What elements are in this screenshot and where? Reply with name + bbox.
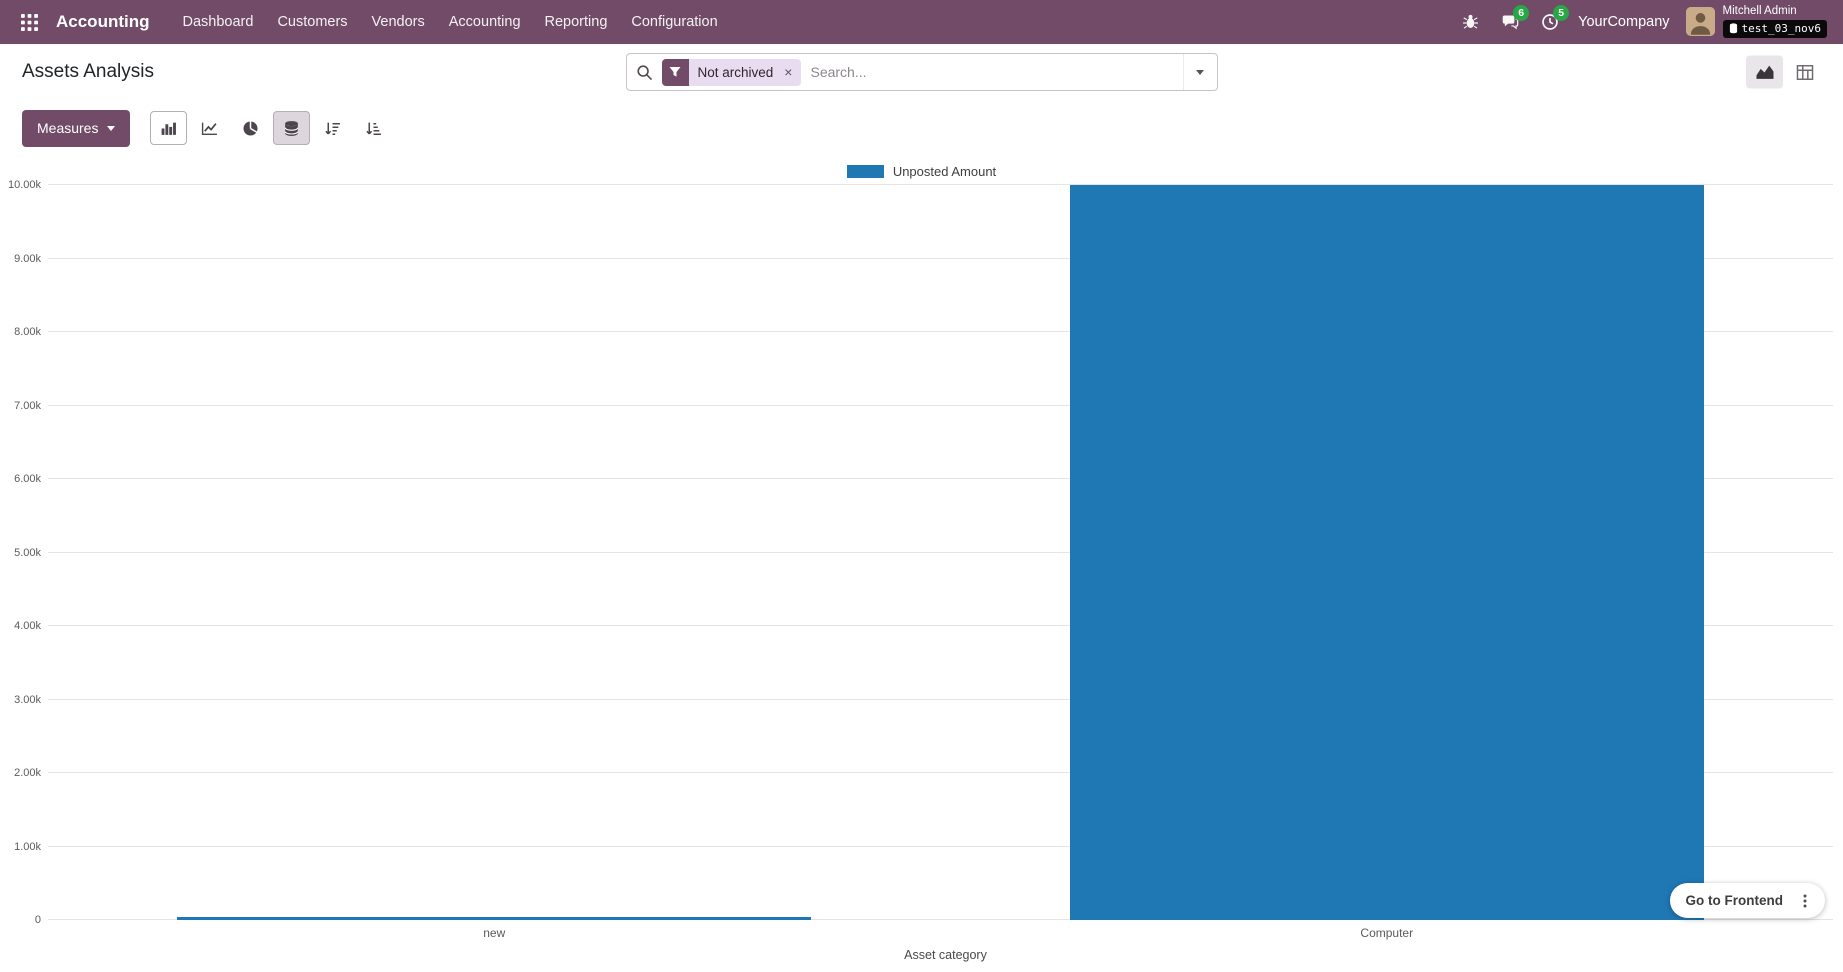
gridline <box>48 845 1833 847</box>
graph-toolbar: Measures <box>0 100 1843 156</box>
y-tick-label: 0 <box>34 914 41 926</box>
y-tick-label: 9.00k <box>14 252 41 265</box>
debug-button[interactable] <box>1458 10 1482 34</box>
search-dropdown-toggle[interactable] <box>1182 54 1217 90</box>
x-tick-label: new <box>483 926 506 940</box>
app-name: Accounting <box>56 12 150 31</box>
kebab-menu-icon <box>1797 893 1813 909</box>
pie-chart-icon <box>242 120 259 137</box>
y-tick-label: 10.00k <box>7 179 41 191</box>
sort-descending-button[interactable] <box>314 111 351 145</box>
y-tick-label: 5.00k <box>14 546 41 559</box>
gridline <box>48 919 1833 920</box>
gridline <box>48 331 1833 332</box>
control-panel: Assets Analysis Not archived × <box>0 44 1843 100</box>
stacked-toggle-button[interactable] <box>273 111 311 145</box>
menu-item-customers[interactable]: Customers <box>277 14 348 30</box>
y-tick-label: 4.00k <box>14 620 41 632</box>
line-chart-icon <box>201 120 218 137</box>
menu-item-reporting[interactable]: Reporting <box>544 14 608 30</box>
plot-row: 0 1.00k 2.00k 3.00k 4.00k 5.00k 6.00k 7.00k 8.00… <box>0 179 1843 926</box>
gridline <box>48 551 1833 553</box>
gridline <box>48 772 1833 773</box>
graph-view-button[interactable] <box>1746 55 1783 89</box>
sort-ascending-button[interactable] <box>355 111 392 145</box>
y-tick-label: 6.00k <box>14 473 41 485</box>
assets-analysis-chart: Unposted Amount 0 1.00k 2.00k 3.00k 4.00k 5.0… <box>0 156 1843 972</box>
category-slot <box>48 185 941 920</box>
menu-item-configuration[interactable]: Configuration <box>631 14 718 30</box>
sort-ascending-icon <box>365 120 382 137</box>
bar-computer[interactable] <box>1069 185 1704 920</box>
messages-badge: 6 <box>1513 4 1530 21</box>
user-name: Mitchell Admin <box>1722 5 1797 18</box>
pie-chart-button[interactable] <box>232 111 269 145</box>
y-tick-label: 3.00k <box>14 693 41 706</box>
apps-grid-icon <box>20 13 38 31</box>
y-tick-label: 2.00k <box>14 767 41 779</box>
pivot-table-icon <box>1796 63 1814 81</box>
clock-icon <box>1541 13 1559 31</box>
search-bar[interactable]: Not archived × <box>625 53 1218 91</box>
go-to-frontend-button[interactable]: Go to Frontend <box>1670 883 1791 918</box>
top-menu: Dashboard Customers Vendors Accounting Repor… <box>172 7 729 37</box>
bars-row <box>48 185 1833 920</box>
database-icon <box>1729 23 1738 34</box>
menu-item-accounting[interactable]: Accounting <box>448 14 521 30</box>
category-slot <box>941 185 1834 920</box>
user-menu[interactable]: Mitchell Admin test_03_nov6 <box>1685 5 1827 38</box>
y-axis: 0 1.00k 2.00k 3.00k 4.00k 5.00k 6.00k 7.00k 8.00… <box>0 179 48 926</box>
stacked-database-icon <box>283 120 300 137</box>
measures-button[interactable]: Measures <box>22 109 131 147</box>
database-badge: test_03_nov6 <box>1722 19 1827 38</box>
menu-item-vendors[interactable]: Vendors <box>371 14 425 30</box>
pivot-view-button[interactable] <box>1786 56 1823 89</box>
filter-funnel-icon <box>661 58 689 86</box>
bar-chart-icon <box>160 120 177 137</box>
measures-label: Measures <box>37 120 99 136</box>
chevron-down-icon <box>1196 69 1204 75</box>
gridline <box>48 184 1833 185</box>
frontend-pill: Go to Frontend <box>1669 883 1825 918</box>
activities-badge: 5 <box>1553 4 1570 21</box>
filter-facet-label: Not archived <box>688 58 783 86</box>
messages-button[interactable]: 6 <box>1498 4 1530 34</box>
x-axis-labels: new Computer <box>48 920 1833 940</box>
company-switcher[interactable]: YourCompany <box>1578 13 1670 30</box>
apps-menu-button[interactable] <box>12 5 46 39</box>
app-navbar: Accounting Dashboard Customers Vendors Acco… <box>0 0 1843 44</box>
gridline <box>48 698 1833 700</box>
x-axis-title: Asset category <box>904 948 987 962</box>
activities-button[interactable]: 5 <box>1538 4 1570 34</box>
filter-facet[interactable]: Not archived × <box>661 58 802 86</box>
remove-filter-button[interactable]: × <box>782 58 802 86</box>
line-chart-button[interactable] <box>191 111 228 145</box>
bar-new[interactable] <box>177 917 812 920</box>
view-switcher <box>1746 55 1823 89</box>
gridline <box>48 257 1833 259</box>
chevron-down-icon <box>107 125 116 131</box>
bug-icon <box>1462 13 1479 30</box>
legend-swatch <box>846 165 884 178</box>
gridline <box>48 625 1833 626</box>
y-tick-label: 7.00k <box>14 399 41 412</box>
frontend-options-button[interactable] <box>1791 885 1825 917</box>
search-input[interactable] <box>810 64 1183 80</box>
x-tick-label: Computer <box>1360 926 1414 940</box>
bar-chart-button[interactable] <box>150 111 188 145</box>
sort-descending-icon <box>324 120 341 137</box>
y-tick-label: 8.00k <box>14 326 41 338</box>
menu-item-dashboard[interactable]: Dashboard <box>182 14 254 30</box>
plot-area <box>48 184 1833 920</box>
avatar <box>1685 7 1715 37</box>
page-title: Assets Analysis <box>22 61 154 82</box>
area-chart-icon <box>1755 64 1775 81</box>
search-icon <box>636 64 653 81</box>
database-name: test_03_nov6 <box>1741 21 1821 35</box>
chart-legend[interactable]: Unposted Amount <box>0 156 1843 185</box>
gridline <box>48 404 1833 406</box>
y-tick-label: 1.00k <box>14 840 41 853</box>
legend-label: Unposted Amount <box>892 164 997 179</box>
gridline <box>48 478 1833 479</box>
